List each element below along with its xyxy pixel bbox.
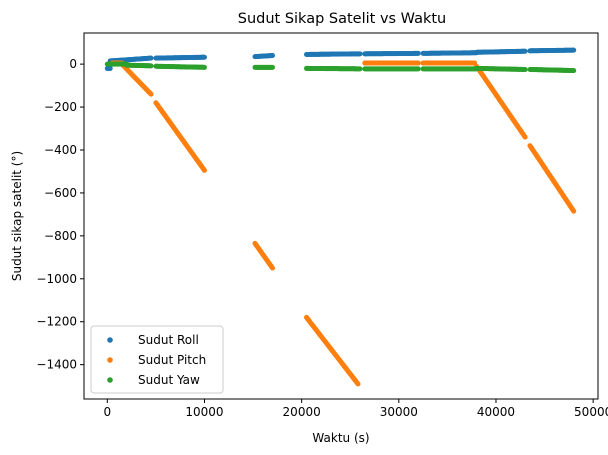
y-tick-label: −800: [44, 229, 77, 243]
data-point: [522, 134, 528, 140]
data-point: [148, 91, 154, 97]
data-point: [201, 54, 207, 60]
y-tick-label: 0: [69, 57, 77, 71]
legend-marker: [107, 337, 113, 343]
data-point: [270, 265, 275, 271]
y-tick-label: −200: [44, 100, 77, 114]
data-point: [571, 47, 577, 53]
y-axis-label: Sudut sikap satelit (°): [10, 151, 24, 281]
series-3-points: [104, 61, 577, 74]
data-point: [357, 51, 363, 57]
legend: Sudut Roll Sudut Pitch Sudut Yaw: [90, 325, 224, 394]
x-tick-label: 0: [103, 405, 111, 419]
series-2-points: [109, 60, 577, 387]
x-tick-label: 20000: [283, 405, 321, 419]
y-tick-label: −1200: [36, 315, 77, 329]
x-tick-label: 10000: [185, 405, 223, 419]
data-point: [571, 68, 577, 74]
data-point: [148, 63, 154, 69]
data-point: [201, 64, 207, 70]
y-axis-ticks: 0 −200 −400 −600 −800 −1000 −1200 −1400: [36, 57, 84, 372]
data-point: [415, 50, 421, 56]
y-tick-label: −600: [44, 186, 77, 200]
x-tick-label: 40000: [477, 405, 515, 419]
data-point: [270, 64, 275, 70]
data-point: [107, 65, 113, 71]
legend-label: Sudut Pitch: [138, 353, 206, 367]
y-tick-label: −400: [44, 143, 77, 157]
y-tick-label: −1400: [36, 358, 77, 372]
data-point: [270, 53, 275, 59]
data-point: [148, 55, 154, 61]
data-point: [415, 66, 421, 72]
x-tick-label: 30000: [380, 405, 418, 419]
legend-label: Sudut Yaw: [138, 373, 200, 387]
legend-box: [90, 325, 224, 394]
legend-marker: [107, 357, 113, 363]
data-point: [571, 208, 577, 214]
data-point: [355, 381, 361, 387]
x-axis-label: Waktu (s): [312, 431, 369, 445]
y-tick-label: −1000: [36, 272, 77, 286]
chart-title: Sudut Sikap Satelit vs Waktu: [238, 11, 447, 27]
legend-label: Sudut Roll: [138, 333, 199, 347]
data-point: [201, 167, 207, 173]
data-point: [415, 60, 421, 66]
plot-marks: [104, 47, 577, 387]
data-point: [522, 48, 528, 54]
data-point: [357, 66, 363, 72]
legend-marker: [107, 377, 113, 383]
plot-frame: [83, 32, 599, 400]
data-point: [522, 66, 528, 72]
